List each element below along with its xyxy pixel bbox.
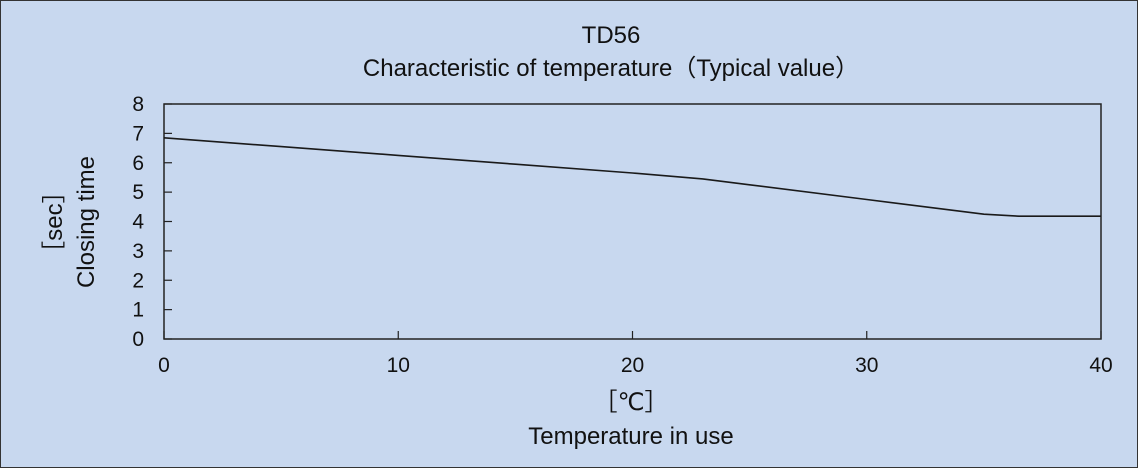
y-tick-label: 8: [132, 93, 144, 116]
x-axis-unit: ［℃］: [594, 389, 669, 416]
x-tick-label: 40: [1089, 354, 1112, 377]
y-tick-label: 2: [132, 269, 144, 292]
x-tick-label: 30: [855, 354, 878, 377]
y-tick-label: 3: [132, 240, 144, 263]
y-tick-label: 4: [132, 211, 144, 234]
y-tick-label: 1: [132, 299, 144, 322]
x-tick-label: 0: [158, 354, 170, 377]
x-tick-label: 10: [387, 354, 410, 377]
y-tick-label: 7: [132, 122, 144, 145]
x-tick-label: 20: [621, 354, 644, 377]
y-axis-label: Closing time: [73, 156, 100, 288]
y-tick-label: 6: [132, 152, 144, 175]
series-line: [163, 137, 1101, 217]
y-tick-label: 5: [132, 181, 144, 204]
x-axis: 0 10 20 30 40: [158, 331, 1113, 377]
y-axis: 0 1 2 3 4 5 6 7 8: [132, 93, 172, 351]
plot-area: [163, 103, 1102, 340]
chart-subtitle: Characteristic of temperature（Typical va…: [363, 55, 859, 82]
chart-title: TD56: [582, 22, 641, 49]
y-tick-label: 0: [132, 328, 144, 351]
y-axis-unit: ［sec］: [41, 179, 68, 264]
x-axis-label: Temperature in use: [528, 423, 733, 450]
